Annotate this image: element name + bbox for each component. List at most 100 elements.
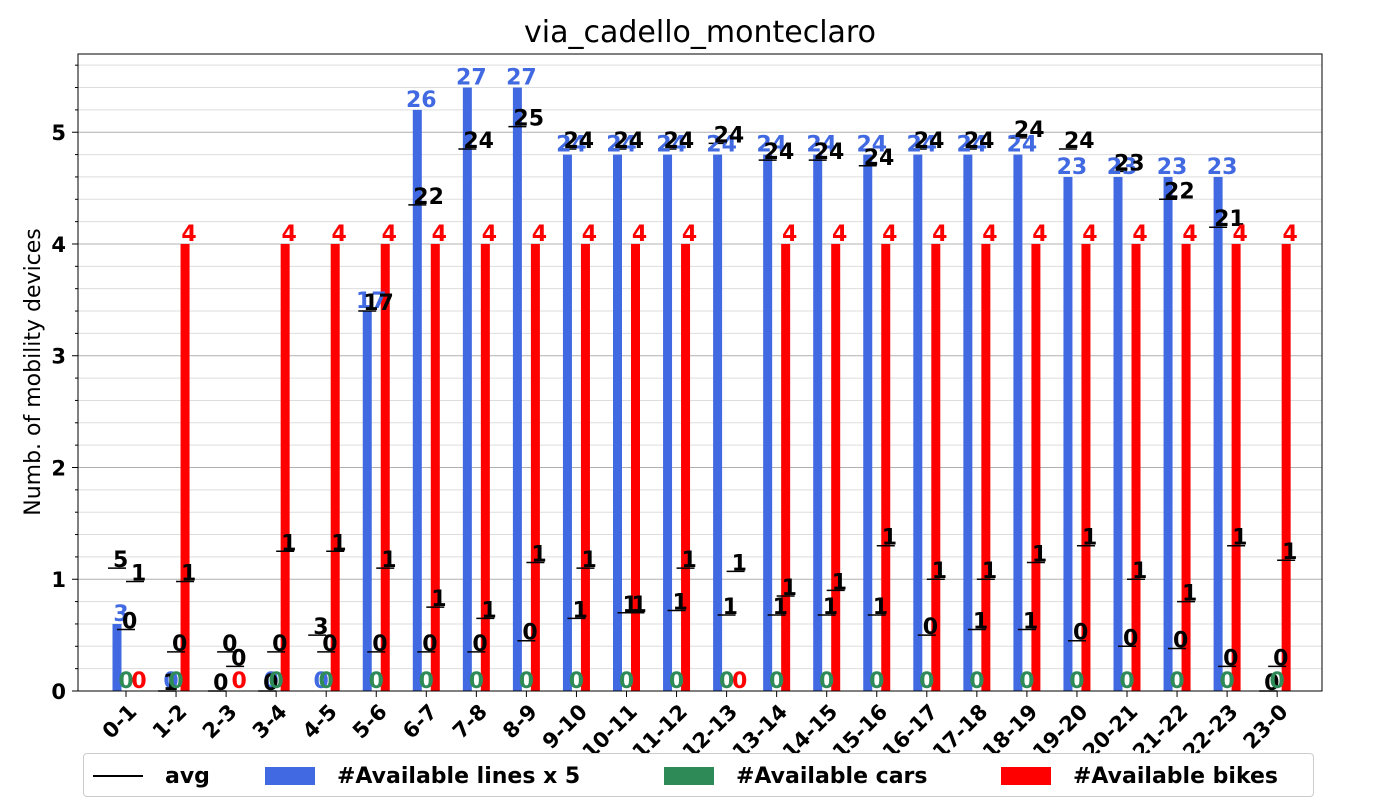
avg-value-label: 1: [572, 598, 587, 623]
avg-value-label: 0: [923, 615, 938, 640]
bar-value-label: 4: [1282, 222, 1297, 247]
bars-layer: [112, 87, 1291, 692]
bar: [763, 154, 773, 691]
bar-value-label: 0: [969, 669, 984, 694]
avg-value-label: 24: [1064, 129, 1095, 154]
x-tick-label: 2-3: [198, 700, 242, 744]
bar-value-label: 0: [1269, 669, 1284, 694]
avg-value-label: 1: [773, 595, 788, 620]
bar: [681, 243, 691, 691]
legend-label-avg: avg: [165, 763, 210, 789]
bar: [1213, 176, 1223, 692]
bar-value-label: 24: [856, 133, 887, 158]
bar-value-label: 24: [606, 133, 637, 158]
bar-value-label: 27: [506, 66, 537, 91]
avg-value-label: 25: [513, 107, 544, 132]
bar-value-label: 4: [882, 222, 897, 247]
bar-value-label: 4: [1232, 222, 1247, 247]
y-axis-label: Numb. of mobility devices: [21, 228, 46, 516]
avg-value-label: 24: [964, 129, 995, 154]
avg-value-label: 0: [422, 632, 437, 657]
avg-value-label: 1: [131, 561, 146, 586]
bar: [430, 243, 440, 691]
avg-value-label: 1: [623, 593, 638, 618]
bar-value-label: 4: [982, 222, 997, 247]
y-tick-label: 1: [51, 568, 66, 592]
bar-value-label: 0: [569, 669, 584, 694]
avg-value-label: 0: [122, 610, 137, 635]
bar-value-label: 4: [632, 222, 647, 247]
bar: [831, 243, 841, 691]
avg-value-label: 1: [982, 559, 997, 584]
avg-value-label: 24: [914, 129, 945, 154]
bar-value-label: 0: [719, 669, 734, 694]
avg-value-label: 1: [723, 595, 738, 620]
avg-value-label: 24: [1014, 118, 1045, 143]
avg-value-label: 1: [1282, 540, 1297, 565]
legend-item-lines: #Available lines x 5: [265, 763, 580, 789]
bar: [913, 154, 923, 691]
avg-value-label: 3: [313, 615, 328, 640]
bar-value-label: 0: [1019, 669, 1034, 694]
bar: [631, 243, 640, 691]
bar-value-label: 0: [519, 669, 534, 694]
bar-value-label: 0: [1169, 669, 1184, 694]
bar-value-label: 0: [163, 669, 178, 694]
y-tick-label: 4: [51, 233, 66, 257]
bar-value-label: 0: [419, 669, 434, 694]
bar-value-label: 24: [706, 133, 737, 158]
bar-value-label: 0: [168, 669, 183, 694]
bar-value-label: 0: [131, 669, 146, 694]
avg-value-label: 0: [272, 632, 287, 657]
bar-value-label: 4: [682, 222, 697, 247]
avg-value-label: 24: [714, 123, 745, 148]
avg-value-label: 1: [873, 595, 888, 620]
bar: [580, 243, 590, 691]
avg-value-label: 24: [563, 129, 594, 154]
bar: [362, 311, 372, 691]
avg-value-label: 0: [322, 632, 337, 657]
avg-value-label: 1: [682, 548, 697, 573]
bar-value-label: 0: [769, 669, 784, 694]
avg-value-label: 1: [1023, 610, 1038, 635]
bar-value-label: 4: [1032, 222, 1047, 247]
avg-value-label: 1: [882, 526, 897, 551]
chart-title: via_cadello_monteclaro: [524, 15, 876, 50]
bar-value-label: 24: [957, 133, 988, 158]
avg-value-label: 1: [1032, 542, 1047, 567]
bar-value-label: 0: [369, 669, 384, 694]
bar-value-label: 4: [482, 222, 497, 247]
bar: [813, 154, 823, 691]
bar-value-label: 0: [819, 669, 834, 694]
avg-value-label: 0: [1073, 621, 1088, 646]
bar-value-label: 23: [1157, 155, 1188, 180]
bar: [412, 109, 422, 691]
bar-value-label: 0: [469, 669, 484, 694]
bar: [663, 154, 673, 691]
bar-value-label: 24: [556, 133, 587, 158]
bar: [180, 243, 190, 691]
bar-value-label: 0: [869, 669, 884, 694]
plot-frame: [77, 53, 1323, 692]
avg-value-label: 24: [864, 146, 895, 171]
avg-value-label: 0: [1123, 626, 1138, 651]
avg-value-label: 1: [531, 542, 546, 567]
avg-value-label: 24: [614, 129, 645, 154]
avg-value-label: 0: [231, 646, 246, 671]
bar: [530, 243, 540, 691]
bar-value-label: 0: [1069, 669, 1084, 694]
bar-value-label: 4: [181, 222, 196, 247]
bar: [863, 154, 873, 691]
bar-value-label: 3: [113, 602, 128, 627]
avg-value-label: 1: [932, 559, 947, 584]
bar-value-label: 0: [314, 669, 329, 694]
legend: avg #Available lines x 5 #Available cars…: [83, 753, 1314, 797]
bar-value-label: 17: [356, 289, 387, 314]
y-tick-label: 2: [51, 456, 66, 480]
bar-value-label: 4: [782, 222, 797, 247]
avg-value-label: 0: [1273, 646, 1288, 671]
avg-value-label: 0: [1264, 671, 1279, 696]
bar-value-label: 24: [1007, 133, 1038, 158]
x-tick-label: 23-0: [1239, 700, 1293, 754]
legend-label-lines: #Available lines x 5: [337, 763, 581, 789]
